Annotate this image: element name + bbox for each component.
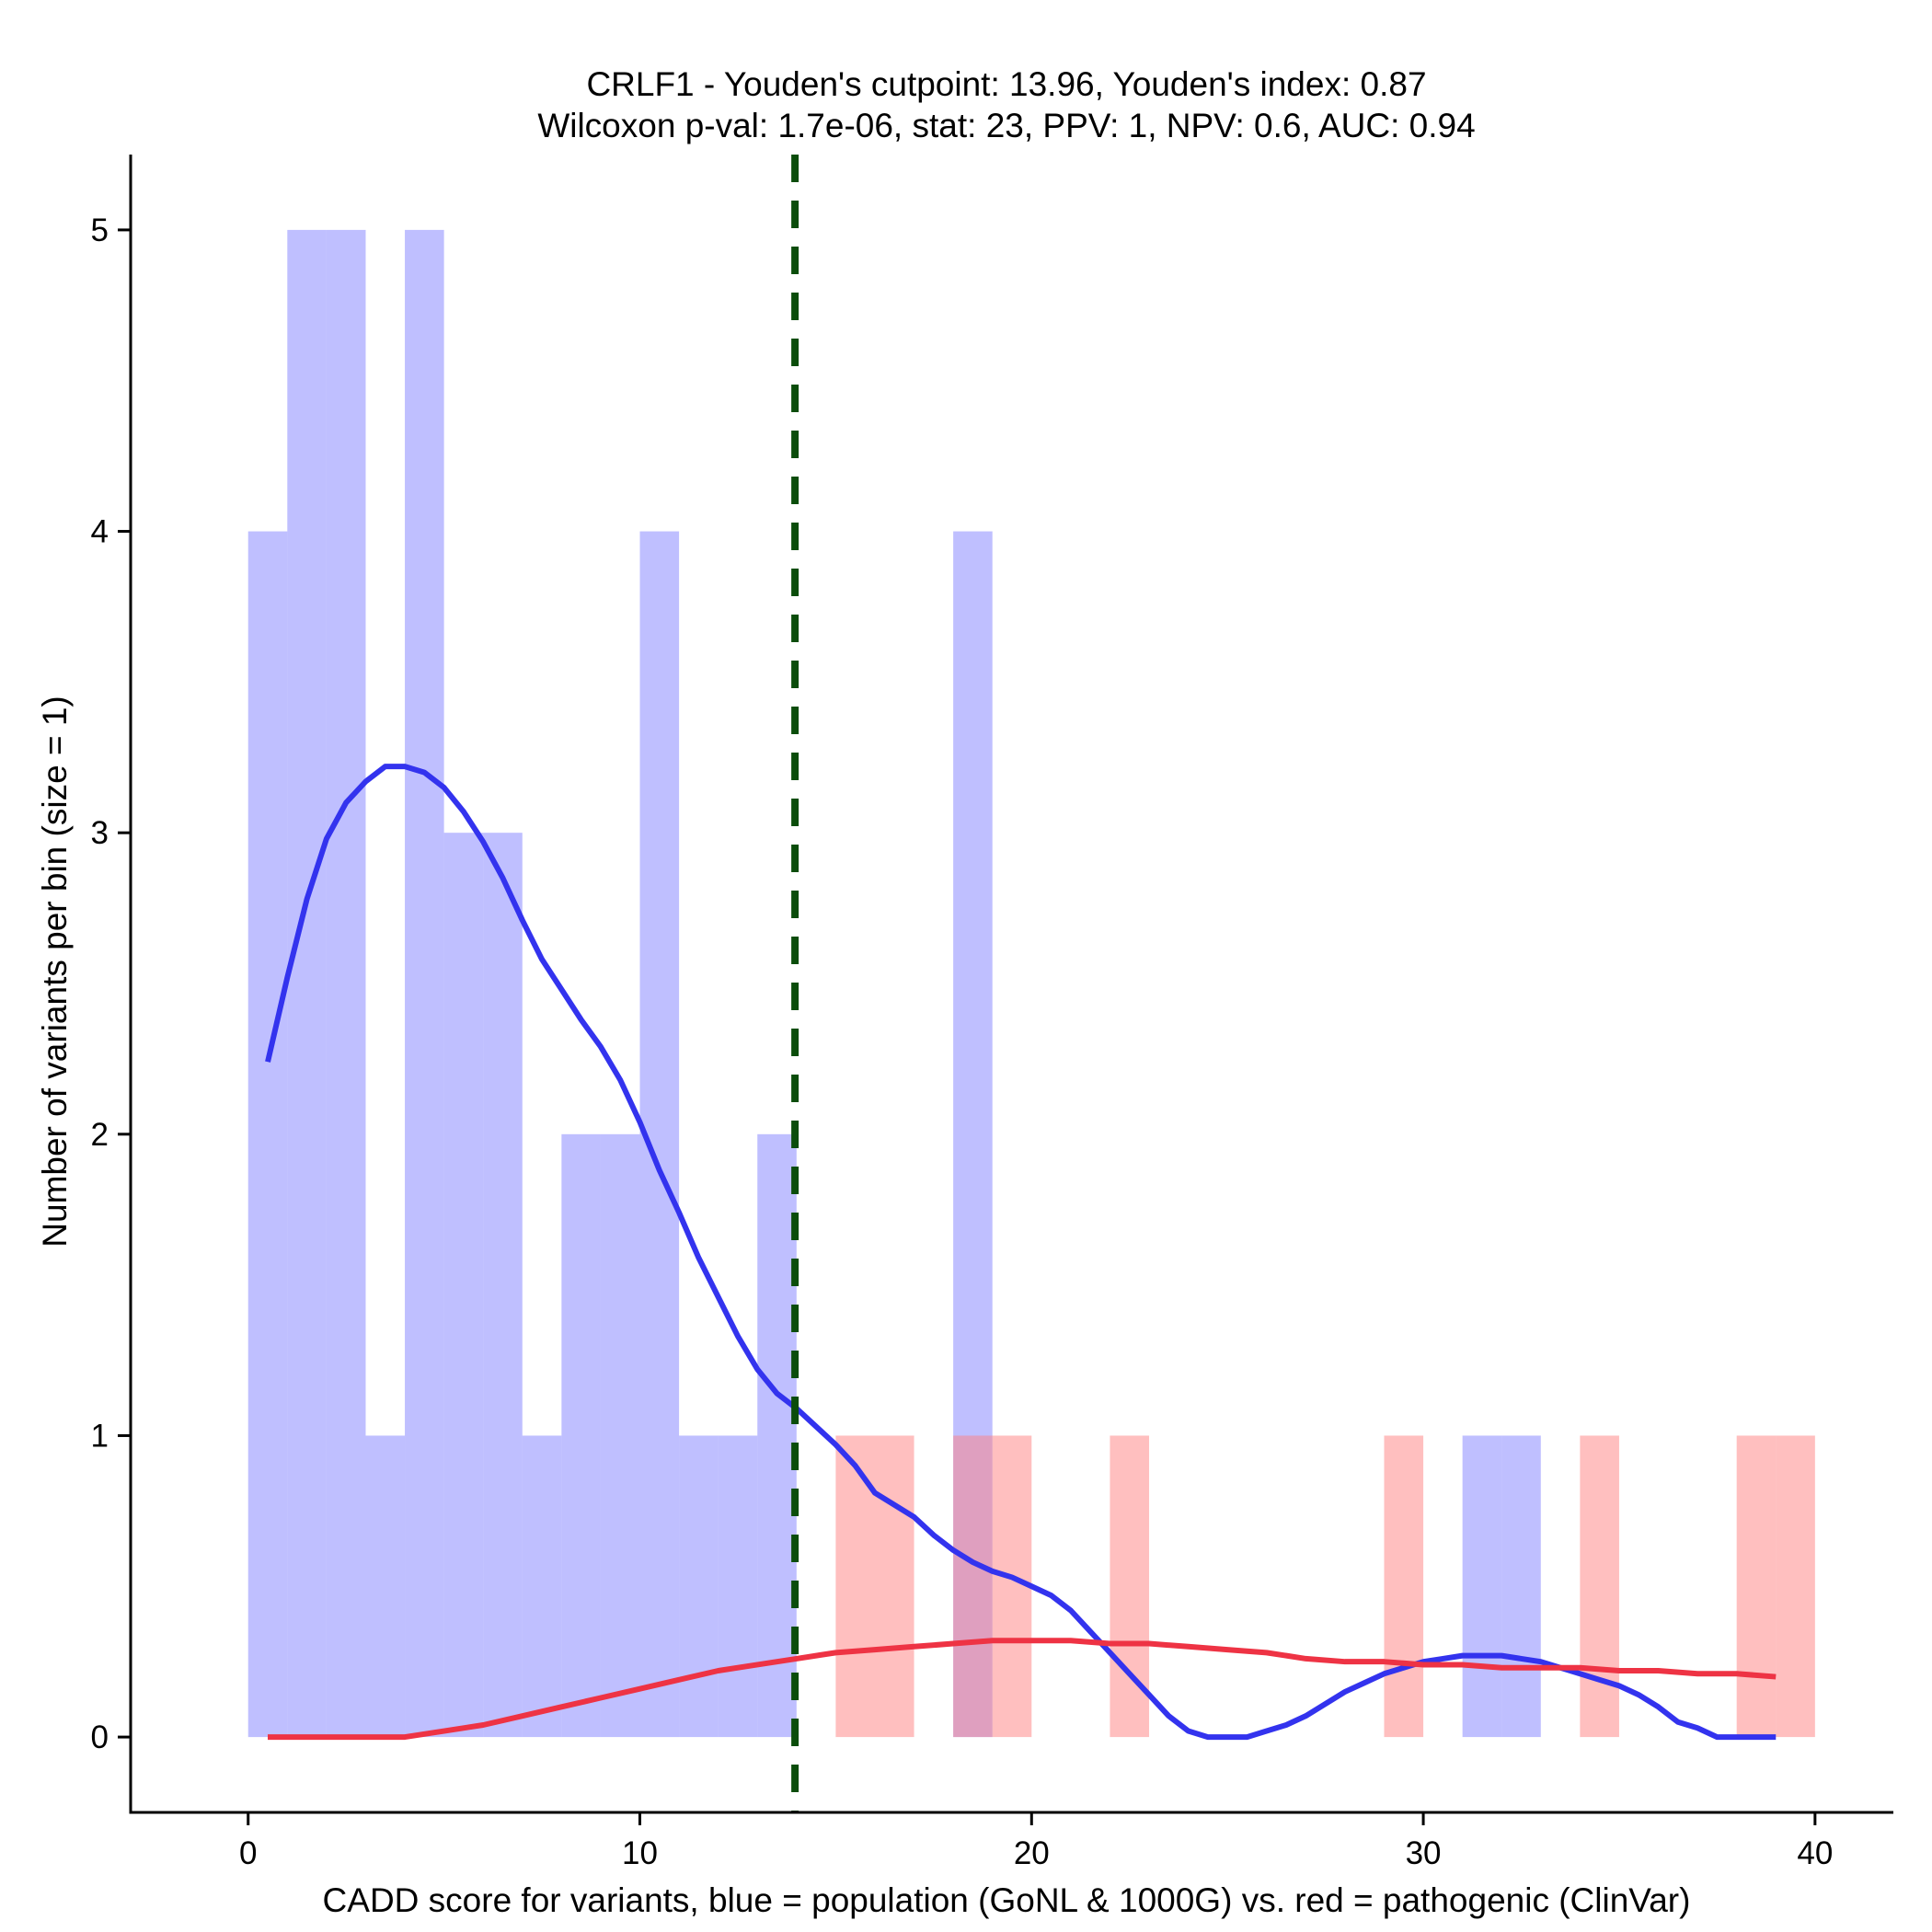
population-bar-3 <box>365 1435 406 1738</box>
x-tick-label-20: 20 <box>1014 1835 1050 1871</box>
x-axis-label: CADD score for variants, blue = populati… <box>323 1881 1691 1919</box>
population-bar-0 <box>247 531 288 1738</box>
chart-title: CRLF1 - Youden's cutpoint: 13.96, Youden… <box>586 65 1426 103</box>
y-tick-label-2: 2 <box>91 1117 109 1153</box>
pathogenic-bar-39 <box>1776 1435 1815 1738</box>
y-axis-label: Number of variants per bin (size = 1) <box>36 696 74 1247</box>
population-bar-2 <box>326 229 366 1738</box>
y-tick-label-3: 3 <box>91 815 109 851</box>
population-bar-7 <box>522 1435 562 1738</box>
pathogenic-bar-18 <box>953 1435 993 1738</box>
y-tick-label-0: 0 <box>91 1719 109 1755</box>
x-axis-ticks: 0 10 20 30 40 <box>239 1812 1833 1871</box>
population-bar-4 <box>405 229 444 1738</box>
pathogenic-bar-38 <box>1736 1435 1777 1738</box>
x-tick-label-40: 40 <box>1797 1835 1833 1871</box>
axes <box>129 155 1893 1814</box>
y-axis-ticks: 0 1 2 3 4 5 <box>91 213 131 1755</box>
y-tick-label-5: 5 <box>91 213 109 248</box>
population-bar-6 <box>483 833 523 1738</box>
x-tick-label-30: 30 <box>1406 1835 1442 1871</box>
pathogenic-density-line <box>268 1638 1777 1741</box>
x-tick-label-0: 0 <box>239 1835 257 1871</box>
pathogenic-bars <box>835 1435 1815 1738</box>
population-density-line <box>265 764 1777 1741</box>
population-bar-8 <box>561 1133 601 1738</box>
population-bar-11 <box>679 1435 719 1738</box>
population-bar-13 <box>757 1133 797 1738</box>
population-bar-31 <box>1462 1435 1502 1738</box>
population-bar-9 <box>600 1133 640 1738</box>
y-tick-label-1: 1 <box>91 1418 109 1454</box>
pathogenic-bar-16 <box>874 1435 914 1738</box>
x-tick-label-10: 10 <box>622 1835 658 1871</box>
pathogenic-bar-29 <box>1384 1435 1424 1738</box>
density-curves <box>265 764 1777 1741</box>
population-bar-32 <box>1501 1435 1541 1738</box>
chart-subtitle: Wilcoxon p-val: 1.7e-06, stat: 23, PPV: … <box>537 107 1475 144</box>
population-bar-5 <box>443 833 484 1738</box>
y-tick-label-4: 4 <box>91 514 109 550</box>
population-bar-12 <box>718 1435 758 1738</box>
population-bar-1 <box>287 229 327 1738</box>
pathogenic-bar-34 <box>1580 1435 1619 1738</box>
